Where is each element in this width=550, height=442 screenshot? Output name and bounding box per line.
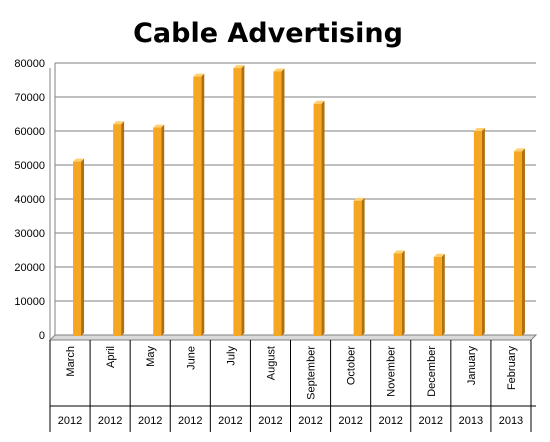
chart-floor [48, 334, 538, 341]
y-tick-label: 20000 [14, 262, 45, 274]
bar-top [113, 121, 125, 125]
bar-side [281, 68, 285, 336]
x-tick-label: January [466, 346, 478, 386]
x-tick-label: June [185, 346, 197, 370]
bar [433, 253, 445, 336]
x-tick-label: April [105, 346, 117, 368]
bar [113, 121, 125, 336]
x-tick-label: March [65, 346, 77, 377]
gridlines [55, 62, 536, 302]
bar-side [521, 148, 525, 336]
x-tick-label: August [265, 346, 277, 380]
bar [153, 124, 165, 336]
x-year-label: 2012 [178, 415, 202, 427]
bar-top [153, 124, 165, 128]
x-tick-label: September [306, 346, 318, 400]
bar-front [473, 131, 482, 336]
chart-title: Cable Advertising [133, 18, 403, 49]
bar-side [241, 65, 245, 336]
bar-side [201, 73, 205, 336]
x-year-label: 2013 [499, 415, 523, 427]
x-tick-label: July [225, 346, 237, 366]
bar-side [401, 250, 405, 336]
bar-front [393, 253, 402, 336]
bar [353, 197, 365, 336]
x-year-label: 2012 [218, 415, 242, 427]
bar-top [273, 68, 285, 72]
x-year-label: 2012 [138, 415, 162, 427]
x-tick-label: October [346, 346, 358, 385]
axes [48, 63, 538, 432]
x-year-label: 2013 [459, 415, 483, 427]
bar-front [313, 103, 322, 336]
bar-front [433, 256, 442, 336]
bar-side [441, 253, 445, 336]
x-year-label: 2012 [98, 415, 122, 427]
x-tick-label: November [386, 346, 398, 397]
bar-front [353, 200, 362, 336]
x-year-label: 2012 [378, 415, 402, 427]
bar-front [513, 151, 522, 336]
y-tick-label: 0 [39, 330, 45, 342]
bar-top [233, 65, 245, 69]
bar-side [481, 128, 485, 336]
tick-labels: 0 10000 20000 30000 40000 50000 60000 70000 8000… [14, 58, 523, 427]
bar-top [513, 148, 525, 152]
bar-top [353, 197, 365, 201]
bar [233, 65, 245, 336]
bar [193, 73, 205, 336]
x-tick-label: December [426, 346, 438, 397]
bar [73, 158, 85, 336]
bars [73, 65, 525, 336]
bar-side [121, 121, 125, 336]
x-tick-label: February [506, 346, 518, 391]
bar [473, 128, 485, 336]
bar-side [161, 124, 165, 336]
bar-side [321, 100, 325, 336]
bar [273, 68, 285, 336]
y-tick-label: 50000 [14, 160, 45, 172]
x-year-label: 2012 [58, 415, 82, 427]
bar-front [153, 127, 162, 336]
y-tick-label: 80000 [14, 58, 45, 70]
x-year-label: 2012 [419, 415, 443, 427]
x-year-label: 2012 [298, 415, 322, 427]
bar-top [433, 253, 445, 257]
bar-front [73, 161, 82, 336]
x-year-label: 2012 [258, 415, 282, 427]
bar-top [393, 250, 405, 254]
bar-side [81, 158, 85, 336]
bar [513, 148, 525, 336]
bar-front [233, 68, 242, 336]
bar [313, 100, 325, 336]
y-tick-label: 60000 [14, 126, 45, 138]
bar-side [361, 197, 365, 336]
bar-front [113, 124, 122, 336]
y-tick-label: 30000 [14, 228, 45, 240]
bar-front [193, 76, 202, 336]
x-year-label: 2012 [338, 415, 362, 427]
bar [393, 250, 405, 336]
y-tick-label: 70000 [14, 92, 45, 104]
bar-top [473, 128, 485, 131]
bar-top [73, 158, 85, 162]
y-tick-label: 40000 [14, 194, 45, 206]
y-tick-label: 10000 [14, 296, 45, 308]
bar-top [313, 100, 325, 104]
bar-top [193, 73, 205, 77]
x-tick-label: May [145, 346, 157, 367]
bar-front [273, 71, 282, 336]
